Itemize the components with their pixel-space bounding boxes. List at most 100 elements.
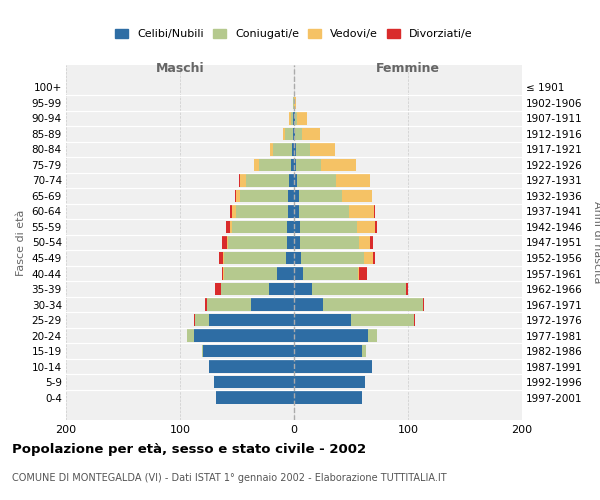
Bar xyxy=(205,298,294,311)
Bar xyxy=(194,329,294,342)
Bar xyxy=(294,143,335,156)
Bar xyxy=(294,344,362,358)
Bar xyxy=(294,143,310,156)
Bar xyxy=(294,298,423,311)
Bar xyxy=(293,128,294,140)
Bar xyxy=(286,252,294,264)
Bar xyxy=(287,236,294,249)
Bar xyxy=(294,112,298,125)
Bar xyxy=(294,205,374,218)
Bar xyxy=(294,112,307,125)
Bar xyxy=(239,174,294,187)
Text: Popolazione per età, sesso e stato civile - 2002: Popolazione per età, sesso e stato civil… xyxy=(12,442,366,456)
Bar xyxy=(214,376,294,388)
Bar xyxy=(294,236,359,249)
Bar xyxy=(230,220,294,234)
Bar xyxy=(235,190,294,202)
Legend: Celibi/Nubili, Coniugati/e, Vedovi/e, Divorziati/e: Celibi/Nubili, Coniugati/e, Vedovi/e, Di… xyxy=(111,24,477,44)
Bar xyxy=(294,391,362,404)
Text: Maschi: Maschi xyxy=(155,62,205,75)
Bar xyxy=(209,360,294,373)
Bar xyxy=(217,391,294,404)
Bar xyxy=(214,376,294,388)
Text: Femmine: Femmine xyxy=(376,62,440,75)
Bar xyxy=(294,128,320,140)
Bar xyxy=(294,344,366,358)
Bar xyxy=(294,360,371,373)
Bar xyxy=(222,267,294,280)
Bar xyxy=(228,236,294,249)
Bar xyxy=(294,174,370,187)
Bar xyxy=(294,158,296,172)
Bar xyxy=(294,220,375,234)
Bar xyxy=(209,314,294,326)
Bar xyxy=(294,220,300,234)
Bar xyxy=(294,282,406,296)
Bar xyxy=(294,220,356,234)
Bar xyxy=(294,190,371,202)
Bar xyxy=(241,174,294,187)
Bar xyxy=(259,158,294,172)
Bar xyxy=(294,376,365,388)
Bar xyxy=(294,267,359,280)
Bar xyxy=(214,376,294,388)
Bar xyxy=(294,128,302,140)
Bar xyxy=(294,329,377,342)
Bar xyxy=(217,391,294,404)
Bar xyxy=(294,143,296,156)
Bar xyxy=(293,96,294,110)
Bar xyxy=(294,376,365,388)
Bar xyxy=(294,174,370,187)
Bar xyxy=(270,143,294,156)
Bar xyxy=(294,329,377,342)
Bar xyxy=(215,282,294,296)
Bar xyxy=(202,344,294,358)
Bar xyxy=(209,360,294,373)
Bar xyxy=(251,298,294,311)
Bar xyxy=(208,298,294,311)
Bar xyxy=(289,205,294,218)
Bar xyxy=(294,298,423,311)
Bar xyxy=(236,190,294,202)
Bar xyxy=(294,329,377,342)
Bar xyxy=(292,143,294,156)
Bar xyxy=(294,376,365,388)
Bar xyxy=(290,158,294,172)
Bar xyxy=(289,112,294,125)
Bar xyxy=(217,391,294,404)
Bar xyxy=(294,220,377,234)
Bar xyxy=(246,174,294,187)
Bar xyxy=(293,96,294,110)
Bar xyxy=(294,158,322,172)
Bar xyxy=(293,112,294,125)
Bar xyxy=(294,298,323,311)
Bar xyxy=(294,314,351,326)
Bar xyxy=(202,344,294,358)
Bar xyxy=(227,236,294,249)
Bar xyxy=(294,96,296,110)
Bar xyxy=(223,267,294,280)
Bar xyxy=(294,391,362,404)
Bar xyxy=(294,112,295,125)
Bar xyxy=(294,252,301,264)
Bar xyxy=(208,298,294,311)
Bar xyxy=(294,128,320,140)
Bar xyxy=(294,267,367,280)
Bar xyxy=(217,391,294,404)
Bar xyxy=(224,252,294,264)
Bar xyxy=(294,329,368,342)
Bar xyxy=(294,314,415,326)
Bar xyxy=(221,282,294,296)
Bar xyxy=(294,205,375,218)
Bar xyxy=(274,143,294,156)
Bar xyxy=(294,252,373,264)
Bar xyxy=(294,282,406,296)
Bar xyxy=(187,329,294,342)
Bar xyxy=(283,128,294,140)
Bar xyxy=(232,205,294,218)
Bar xyxy=(195,314,294,326)
Bar xyxy=(236,205,294,218)
Bar xyxy=(294,314,414,326)
Bar xyxy=(203,344,294,358)
Bar xyxy=(241,190,294,202)
